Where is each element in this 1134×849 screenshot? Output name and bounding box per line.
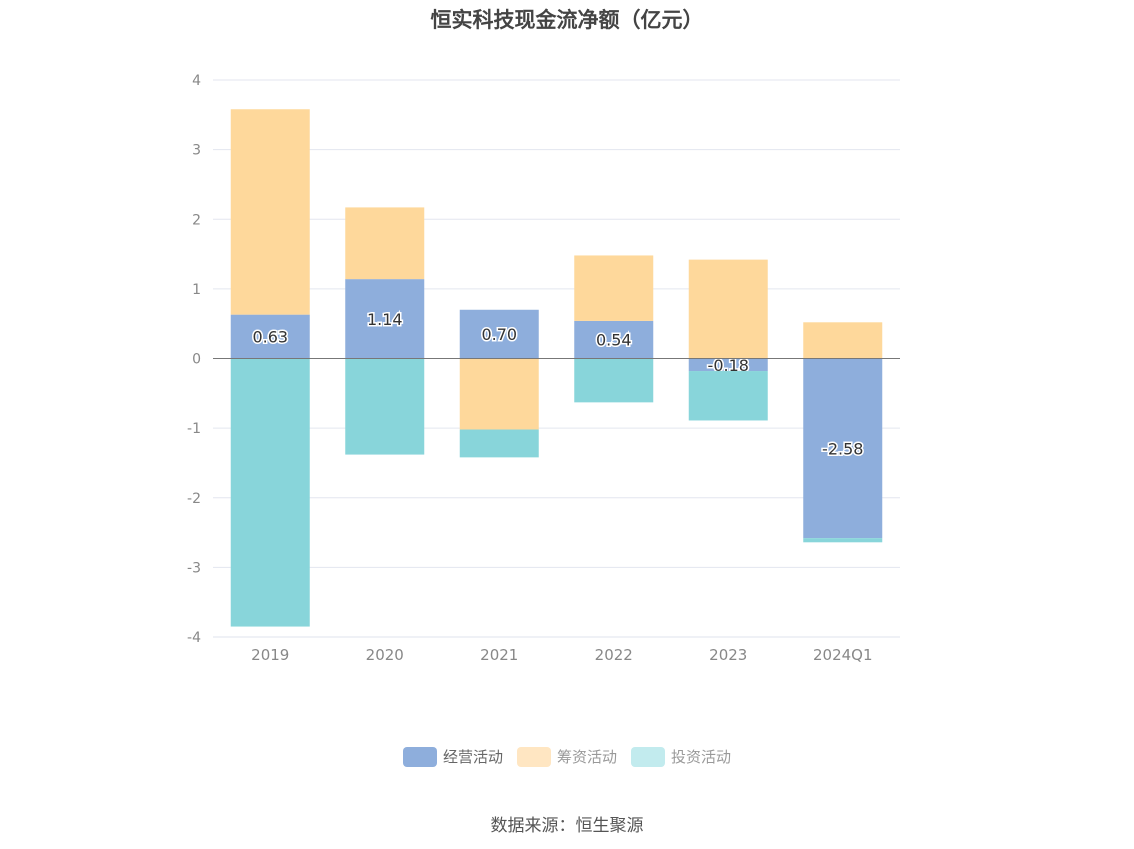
bar-筹资活动-2023 [688,259,768,359]
bar-筹资活动-2021 [459,358,539,430]
data-label: 0.54 [596,331,632,350]
data-label: -2.58 [822,439,863,458]
x-tick-label: 2024Q1 [813,646,873,664]
y-tick-label: -4 [187,630,201,646]
y-tick-label: 4 [192,73,201,89]
legend-item-operating[interactable]: 经营活动 [402,746,503,767]
bar-投资活动-2024Q1 [803,538,883,543]
bar-投资活动-2019 [230,358,310,627]
y-tick-label: -1 [187,421,201,437]
data-label: 1.14 [367,310,403,329]
x-tick-label: 2022 [595,646,633,664]
bar-投资活动-2021 [459,429,539,458]
legend-label-investing: 投资活动 [671,748,732,766]
legend: 经营活动 筹资活动 投资活动 [0,746,1134,767]
x-tick-label: 2023 [709,646,747,664]
y-tick-label: 1 [192,282,201,298]
legend-swatch-investing [631,746,665,767]
bar-筹资活动-2019 [230,109,310,315]
bar-经营活动-2021 [459,309,539,359]
bar-投资活动-2020 [345,358,425,455]
data-source: 数据来源：恒生聚源 [490,816,644,836]
y-tick-label: -3 [187,560,201,576]
legend-label-financing: 筹资活动 [556,748,617,766]
x-tick-label: 2020 [366,646,404,664]
bar-投资活动-2022 [574,358,654,403]
y-tick-label: 2 [192,212,201,228]
chart-title: 恒实科技现金流净额（亿元） [430,8,704,32]
y-tick-label: -2 [187,491,201,507]
bar-筹资活动-2020 [345,207,425,280]
data-label: 0.63 [252,328,288,347]
legend-item-financing[interactable]: 筹资活动 [516,746,617,767]
data-label: -0.18 [708,356,749,375]
x-tick-label: 2021 [480,646,518,664]
y-tick-label: 3 [192,143,201,159]
bar-筹资活动-2022 [574,255,654,321]
data-label: 0.70 [481,325,517,344]
bar-经营活动-2022 [574,320,654,359]
bar-经营活动-2024Q1 [803,358,883,539]
legend-item-investing[interactable]: 投资活动 [631,746,731,767]
legend-swatch-financing [516,746,551,767]
y-tick-label: 0 [192,352,201,368]
legend-label-operating: 经营活动 [442,748,503,766]
legend-swatch-operating [402,746,437,767]
bar-经营活动-2023 [688,358,768,372]
bar-筹资活动-2024Q1 [803,322,883,359]
x-tick-label: 2019 [251,646,289,664]
bar-经营活动-2020 [345,279,425,359]
bar-投资活动-2023 [688,371,768,421]
bar-经营活动-2019 [230,314,310,359]
